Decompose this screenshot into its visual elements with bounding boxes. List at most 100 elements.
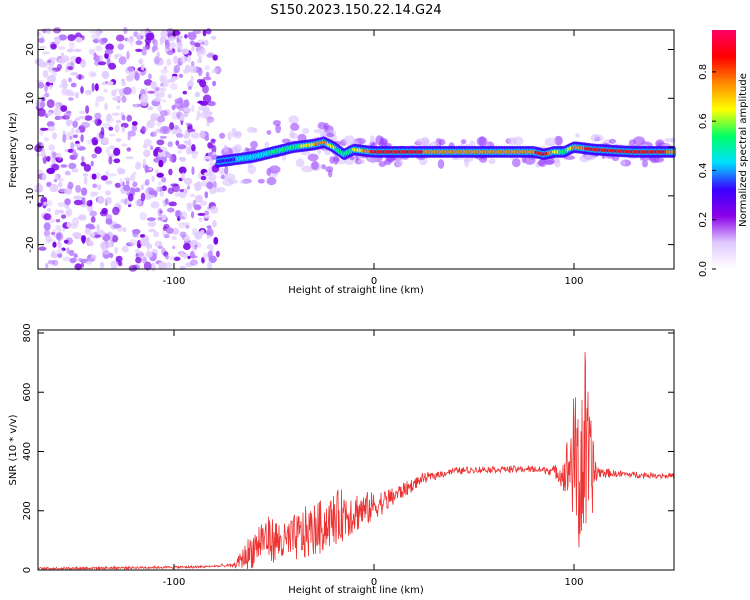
heatmap-noise-blob [64,67,69,73]
heatmap-noise-blob [69,40,75,50]
heatmap-noise-blob [205,28,212,35]
heatmap-noise-blob [45,27,52,34]
heatmap-noise-blob [73,48,82,53]
heatmap-noise-blob [57,209,64,214]
heatmap-noise-blob [183,188,188,195]
heatmap-noise-blob [200,47,206,56]
heatmap-noise-blob [66,247,70,254]
heatmap-noise-blob [142,45,151,51]
heatmap-noise-blob [115,138,122,142]
heatmap-noise-blob [117,167,123,175]
heatmap-noise-blob [197,59,203,64]
heatmap-noise-blob [213,237,219,245]
heatmap-noise-blob [121,114,126,121]
heatmap-noise-blob [70,223,79,229]
heatmap-noise-blob [94,112,102,120]
heatmap-noise-blob [144,188,149,197]
heatmap-noise-blob [150,114,158,122]
colorbar-ticks: 0.0 0.2 0.4 0.6 0.8 [698,64,716,277]
heatmap-noise-blob [179,265,186,271]
heatmap-noise-blob [82,173,89,177]
heatmap-noise-blob [182,112,189,118]
heatmap-noise-blob [39,46,47,49]
heatmap-noise-blob [143,79,153,86]
heatmap-halo-blob [301,165,313,173]
heatmap-noise-blob [206,225,212,229]
heatmap-noise-blob [157,115,166,123]
heatmap-noise-blob [175,140,180,146]
heatmap-noise-blob [47,260,56,265]
heatmap-noise-blob [172,227,180,236]
heatmap-noise-blob [80,187,88,196]
snr-panel: -100 0 100 0 200 400 600 800 Height of straight… [8,323,675,596]
heatmap-noise-blob [125,74,134,82]
heatmap-noise-blob [126,147,132,152]
heatmap-halo-blob [395,158,403,167]
heatmap-noise-blob [101,207,108,214]
snr-x-tick-label: 100 [564,577,583,588]
heatmap-halo-blob [250,140,258,149]
heatmap-noise-blob [164,41,171,49]
heatmap-noise-blob [104,49,114,55]
heatmap-noise-blob [161,177,167,183]
heatmap-noise-blob [120,198,125,203]
heatmap-noise-blob [67,34,76,42]
heatmap-noise-blob [54,157,61,161]
heatmap-noise-blob [69,135,73,140]
heatmap-noise-blob [114,182,122,188]
heatmap-noise-blob [171,104,176,111]
heatmap-noise-blob [94,146,102,154]
heatmap-halo-blob [257,178,265,184]
heatmap-noise-blob [179,231,187,238]
heatmap-noise-blob [139,237,148,246]
heatmap-noise-blob [78,214,87,221]
heatmap-noise-blob [187,125,193,133]
heatmap-noise-blob [157,207,163,217]
heatmap-noise-blob [74,92,80,99]
heatmap-noise-blob [156,172,164,178]
heatmap-noise-blob [205,230,212,235]
heatmap-noise-blob [191,104,195,113]
heatmap-noise-blob [67,61,71,67]
heatmap-noise-blob [79,110,86,115]
heatmap-noise-blob [212,80,217,87]
snr-x-tick-label: -100 [163,577,186,588]
heatmap-noise-blob [194,231,203,240]
heatmap-halo-blob [437,159,445,169]
heatmap-noise-blob [105,146,111,155]
heatmap-noise-blob [134,187,141,193]
heatmap-noise-blob [159,39,163,46]
heatmap-noise-blob [75,56,82,64]
heatmap-noise-blob [179,114,184,121]
heatmap-noise-blob [120,122,129,129]
heatmap-noise-blob [46,121,55,128]
heatmap-noise-blob [108,173,117,177]
heatmap-noise-blob [69,257,77,264]
heatmap-noise-blob [194,91,201,98]
heatmap-noise-blob [117,43,125,50]
heatmap-noise-blob [62,134,67,143]
heatmap-noise-blob [53,179,58,183]
heatmap-noise-blob [48,69,56,73]
heatmap-noise-blob [85,89,92,96]
heatmap-noise-blob [173,256,181,261]
heatmap-noise-blob [130,173,136,182]
heatmap-noise-blob [204,39,209,47]
heatmap-noise-blob [183,242,191,251]
heatmap-noise-blob [91,33,99,40]
heatmap-noise-blob [190,259,198,266]
heatmap-noise-blob [198,106,205,111]
heatmap-noise-blob [57,57,67,64]
heatmap-noise-blob [174,210,183,218]
heatmap-noise-blob [141,48,147,56]
heatmap-noise-blob [153,157,161,163]
heatmap-noise-blob [84,115,93,121]
heatmap-noise-blob [148,167,153,171]
heatmap-noise-blob [129,38,134,46]
heatmap-noise-blob [183,177,193,185]
heatmap-noise-blob [99,37,107,45]
heatmap-noise-blob [39,101,46,108]
heatmap-noise-blob [108,133,116,137]
heatmap-noise-blob [73,199,83,206]
heatmap-noise-blob [65,210,71,216]
